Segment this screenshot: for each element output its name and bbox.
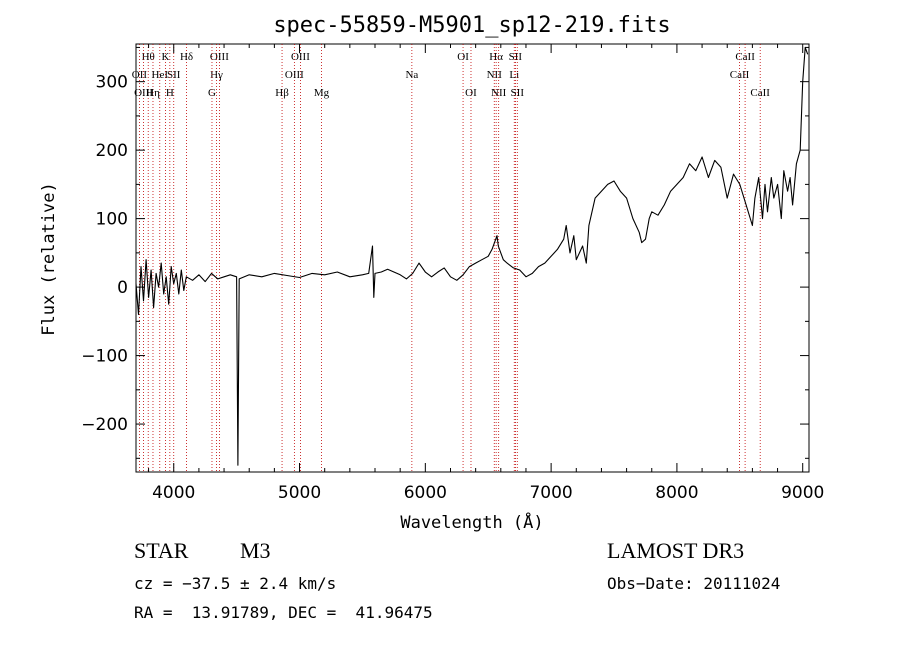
line-marker-label: Hη (146, 87, 160, 99)
y-tick-label: 200 (96, 141, 128, 161)
line-marker-label: NII (491, 87, 507, 99)
line-marker-label: CaII (730, 69, 750, 81)
x-tick-label: 4000 (152, 483, 195, 503)
line-marker-label: OIII (291, 51, 310, 63)
y-tick-label: −100 (81, 347, 128, 367)
plot-frame (135, 43, 810, 473)
line-marker-label: H (166, 87, 174, 99)
survey-name: LAMOST DR3 (607, 538, 745, 563)
y-tick-label: 100 (96, 210, 128, 230)
x-tick-label: 5000 (278, 483, 321, 503)
line-marker-label: Mg (314, 87, 330, 99)
line-marker-label: CaII (750, 87, 770, 99)
observation-date: Obs−Date: 20111024 (607, 574, 781, 593)
chart-title: spec-55859-M5901_sp12-219.fits (273, 13, 670, 38)
y-axis-label: Flux (relative) (39, 182, 59, 336)
line-marker-label: SII (511, 87, 525, 99)
object-subclass: M3 (240, 538, 271, 563)
coordinates: RA = 13.91789, DEC = 41.96475 (134, 603, 433, 622)
y-tick-label: 0 (117, 278, 128, 298)
line-marker-label: G (208, 87, 216, 99)
line-marker-label: Hδ (180, 51, 193, 63)
redshift-cz: cz = −37.5 ± 2.4 km/s (134, 574, 337, 593)
line-marker-label: HeI (152, 69, 169, 81)
line-marker-label: OI (465, 87, 477, 99)
line-marker-label: SII (167, 69, 181, 81)
x-tick-label: 8000 (655, 483, 698, 503)
line-marker-label: OIII (210, 51, 229, 63)
line-marker-label: Na (405, 69, 418, 81)
x-tick-label: 6000 (404, 483, 447, 503)
line-marker-label: OIII (285, 69, 304, 81)
line-marker-label: Hγ (210, 69, 223, 81)
x-tick-label: 9000 (781, 483, 824, 503)
y-tick-label: −200 (81, 415, 128, 435)
line-marker-label: OIII (134, 87, 153, 99)
line-marker-label: CaII (735, 51, 755, 63)
line-marker-label: NII (487, 69, 503, 81)
line-marker-label: Li (509, 69, 519, 81)
line-marker-label: Hθ (142, 51, 155, 63)
y-tick-label: 300 (96, 73, 128, 93)
line-marker-label: OI (457, 51, 469, 63)
line-marker-label: OII (132, 69, 148, 81)
series-line-flux (135, 46, 809, 466)
line-marker-label: Hβ (275, 87, 289, 99)
object-class: STAR (134, 538, 189, 563)
line-marker-label: SII (509, 51, 523, 63)
x-axis-label: Wavelength (Å) (400, 511, 543, 533)
line-marker-label: K (161, 51, 169, 63)
x-tick-label: 7000 (529, 483, 572, 503)
line-marker-label: Hα (489, 51, 503, 63)
